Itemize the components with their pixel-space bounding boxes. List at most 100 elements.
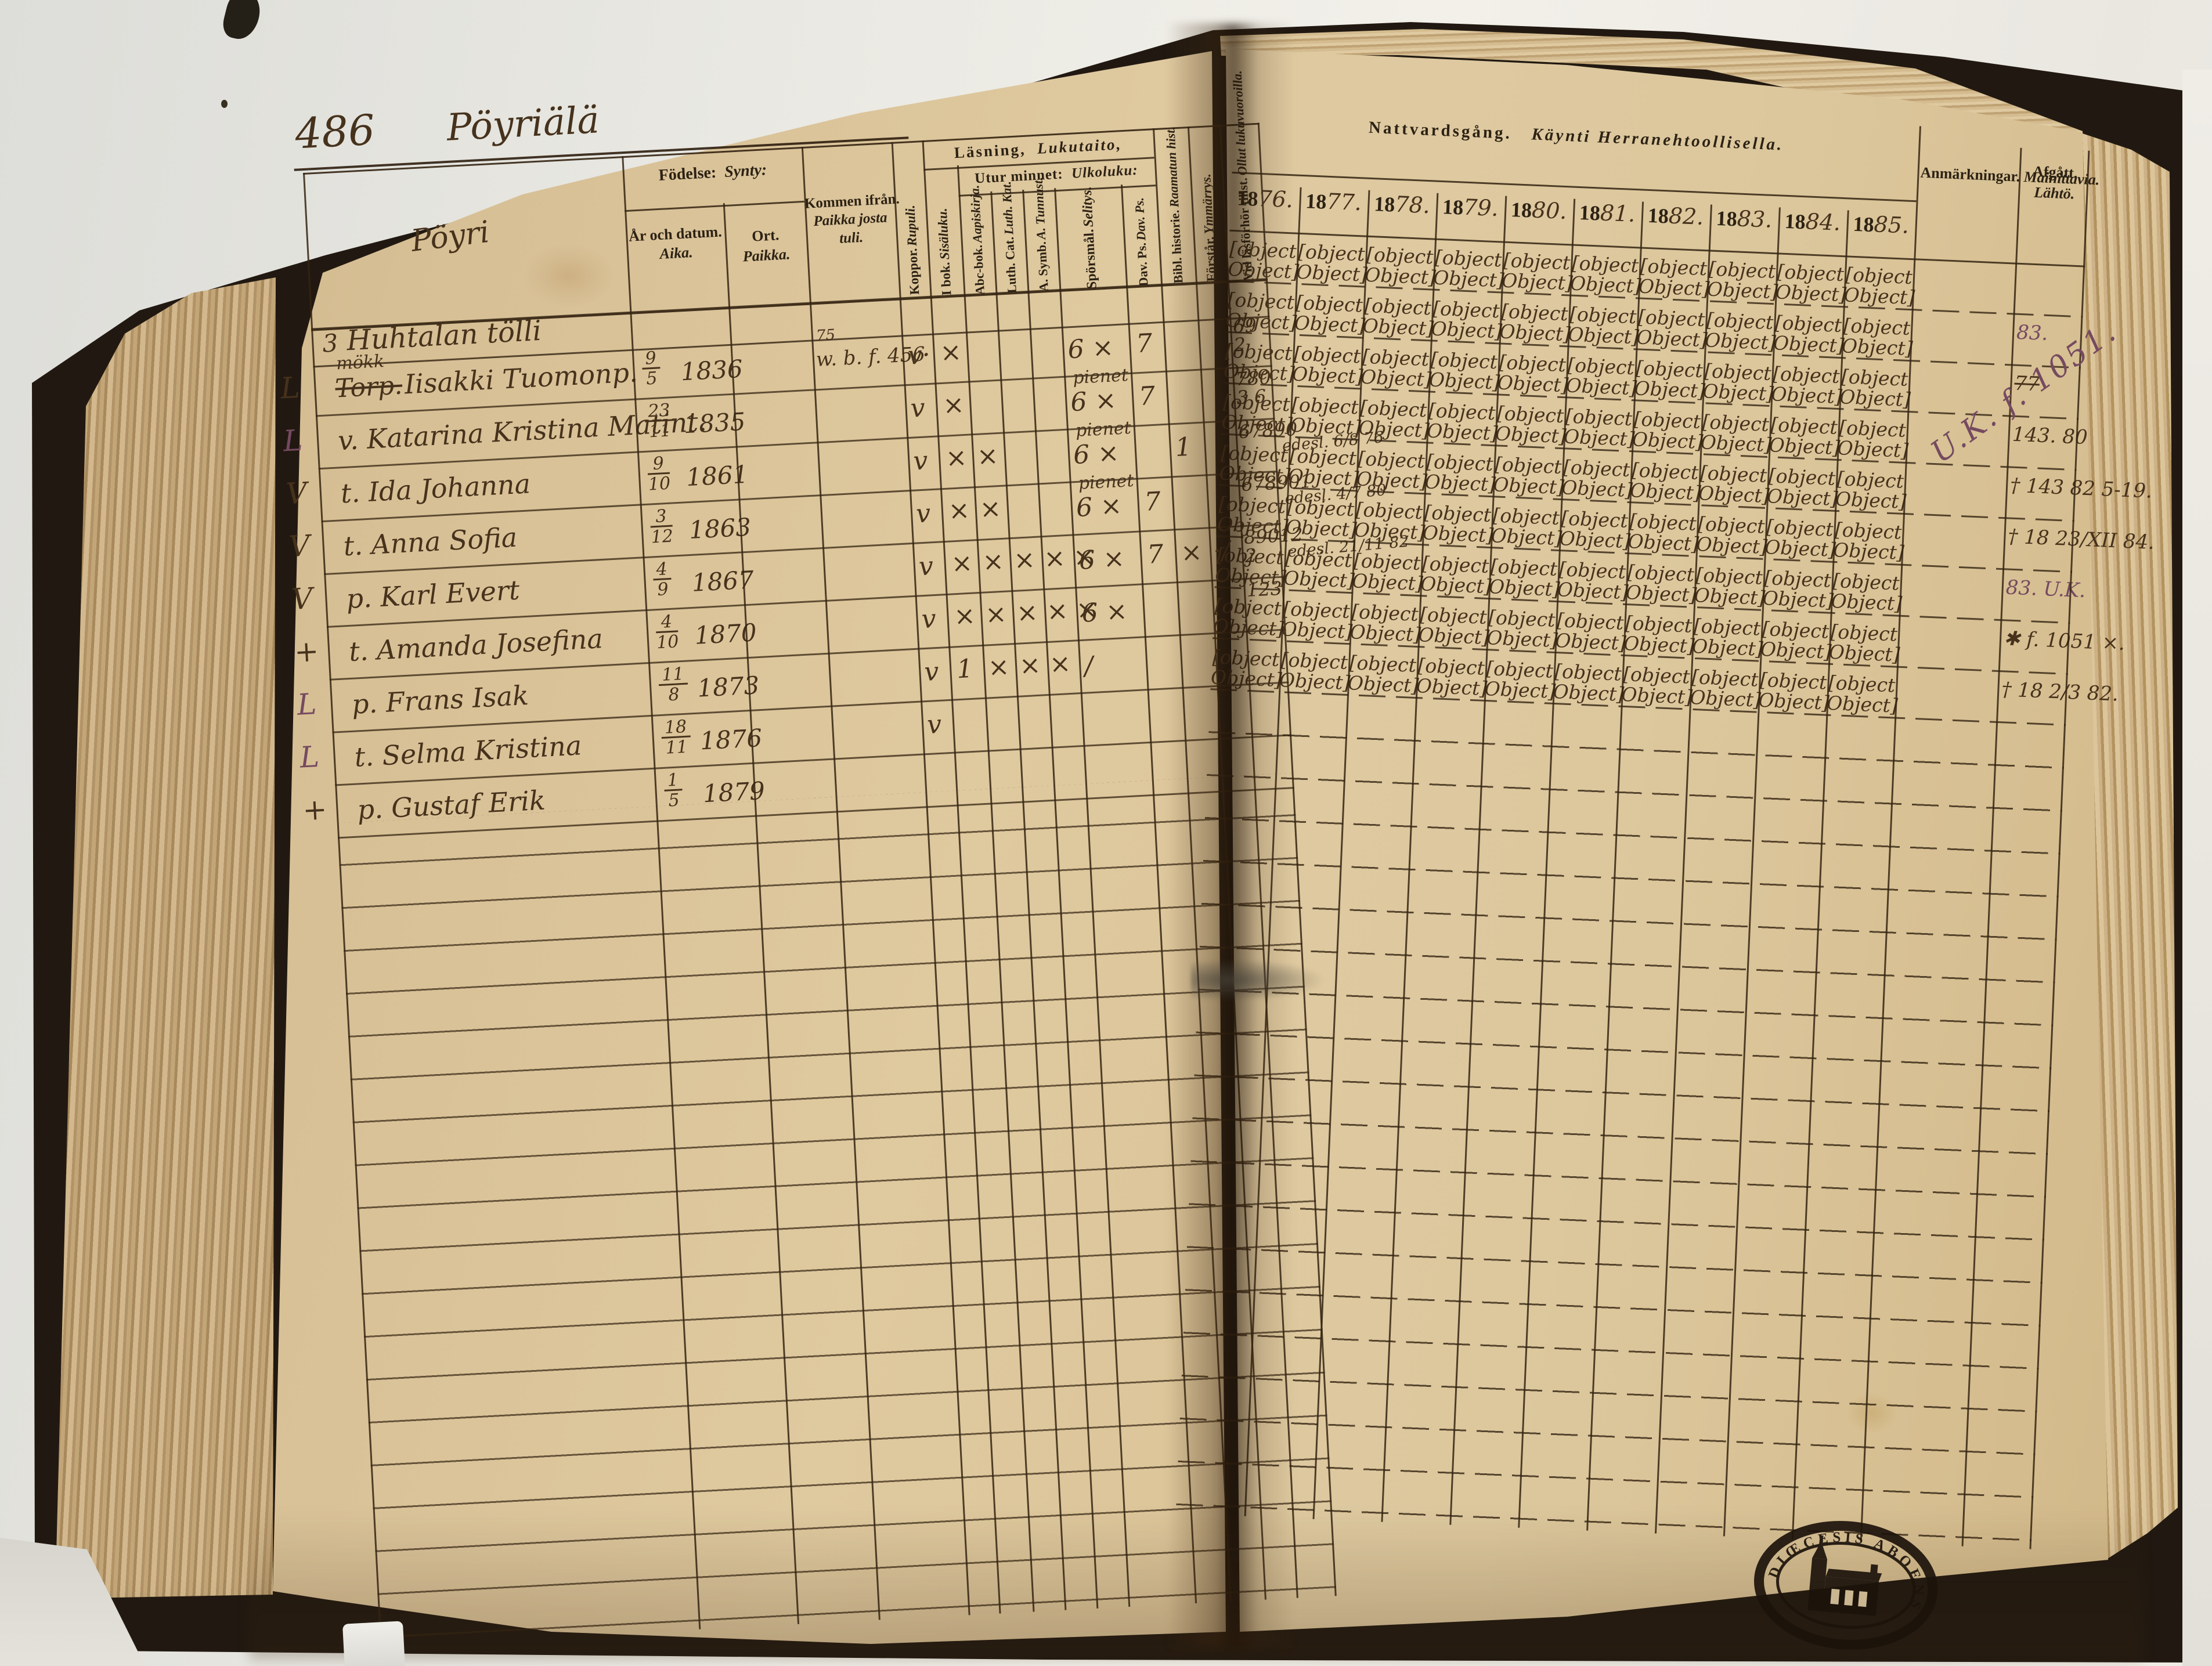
communion-mark: [object Object] [1830, 569, 1903, 615]
apostolic-symbol-header: A. Symb. A. Tunnust. [1030, 176, 1051, 292]
catechism-mark: × [1013, 544, 1036, 576]
communion-mark: [object Object] [1426, 399, 1499, 445]
empty-communion-rows [1175, 690, 2066, 1549]
communion-mark: [object Object] [1625, 561, 1698, 606]
communion-mark: [object Object] [1495, 402, 1567, 448]
communion-mark: [object Object] [1283, 546, 1355, 592]
questions-note: pienet [1072, 365, 1129, 389]
catechism-mark: × [1018, 650, 1042, 681]
communion-mark: [object Object] [1355, 447, 1428, 493]
smallpox-mark: v [912, 446, 929, 476]
in-book-mark: × [944, 442, 968, 474]
remark-value [1914, 321, 2013, 325]
questions-mark: 6 × [1072, 438, 1120, 471]
communion-mark: [object Object] [1828, 620, 1901, 666]
communion-mark: [object Object] [1843, 263, 1915, 309]
psalms-mark: 7 [1135, 328, 1153, 359]
communion-mark: [object Object] [1279, 648, 1351, 694]
communion-mark: [object Object] [1841, 314, 1914, 360]
remark-value [1912, 372, 2011, 376]
communion-mark: [object Object] [1760, 617, 1832, 663]
person-name: Iisakki Tuomonp. [403, 356, 638, 400]
communion-mark: [object Object] [1416, 654, 1488, 700]
communion-mark: [object Object] [1627, 509, 1699, 555]
archive-stamp: DIŒCESIS ABOENSIS [1744, 1508, 1947, 1666]
communion-mark: [object Object] [1287, 444, 1360, 490]
remark-value [1906, 525, 2004, 529]
questions-mark: / [1084, 651, 1094, 681]
davids-psalms-header: Dav. Ps. Dav. Ps. [1131, 197, 1151, 287]
margin-mark: V [285, 476, 308, 511]
communion-mark: [object Object] [1294, 291, 1366, 337]
communion-mark: [object Object] [1347, 651, 1420, 697]
communion-mark: [object Object] [1422, 501, 1495, 547]
communion-mark: [object Object] [1832, 518, 1905, 564]
communion-mark: [object Object] [1695, 512, 1768, 558]
communion-mark: [object Object] [1432, 245, 1505, 292]
communion-mark: [object Object] [1629, 458, 1702, 504]
communion-mark: [object Object] [1213, 594, 1285, 640]
communion-mark: [object Object] [1565, 353, 1638, 400]
communion-mark: [object Object] [1762, 566, 1834, 612]
communion-mark: [object Object] [1552, 659, 1625, 706]
empty-grid-rows [337, 773, 1337, 1646]
luther-catechism-header: Luth. Cat. Luth. Kat. [998, 180, 1019, 294]
communion-mark: [object Object] [1554, 609, 1627, 655]
communion-mark: [object Object] [1289, 393, 1362, 439]
abc-mark: × [981, 546, 1005, 577]
communion-mark: [object Object] [1689, 665, 1762, 711]
psalms-mark: 7 [1146, 539, 1164, 570]
remarks-header: Anmärkningar. Mainittavia. [1920, 164, 2100, 189]
questions-mark: 6 × [1081, 596, 1128, 628]
year-label: 1877. [1305, 188, 1362, 216]
person-name: p. Frans Isak [351, 679, 529, 720]
abc-book-header: Abc-bok. Aapiskirja. [967, 185, 988, 295]
communion-rows: [object Object] [object Object] [object Ob… [1210, 231, 2155, 726]
communion-mark: [object Object] [1563, 404, 1636, 450]
communion-mark: [object Object] [1488, 555, 1561, 601]
year-label: 1885. [1852, 211, 1910, 238]
questions-mark: 6 × [1070, 385, 1117, 418]
catechism-mark: × [1016, 597, 1039, 628]
bible-history-mark: × [1180, 537, 1203, 568]
year-label: 1884. [1784, 208, 1842, 236]
margin-mark: L [296, 687, 317, 722]
communion-mark: [object Object] [1839, 365, 1911, 411]
communion-mark: [object Object] [1702, 359, 1774, 405]
communion-mark: [object Object] [1227, 237, 1300, 283]
smallpox-mark: v [923, 656, 940, 688]
in-book-mark: × [939, 337, 962, 368]
birth-date: 11 8 [658, 664, 689, 705]
name-column-script: Pöyri [409, 214, 492, 259]
remark-value [1903, 576, 2002, 580]
margin-mark: L [282, 423, 304, 458]
communion-mark: [object Object] [1362, 294, 1435, 340]
communion-mark: [object Object] [1296, 240, 1368, 286]
year-label: 1878. [1373, 191, 1431, 219]
communion-mark: [object Object] [1621, 662, 1693, 709]
communion-mark: [object Object] [1773, 311, 1845, 357]
questions-mark: 6 × [1078, 543, 1125, 576]
remark-value [1901, 627, 2000, 631]
year-label: 1883. [1715, 205, 1773, 233]
communion-mark: [object Object] [1430, 297, 1503, 343]
communion-mark: [object Object] [1219, 441, 1291, 487]
wall-right-strip [2182, 70, 2212, 1666]
communion-mark: [object Object] [1417, 603, 1490, 649]
communion-mark: [object Object] [1567, 302, 1640, 349]
departed-header: Afgått. Lähtö. [2032, 162, 2079, 203]
communion-mark: [object Object] [1768, 413, 1841, 459]
psalms-mark: 7 [1138, 381, 1156, 412]
margin-mark: + [301, 792, 328, 827]
communion-mark: [object Object] [1428, 348, 1501, 394]
communion-mark: [object Object] [1770, 362, 1843, 408]
communion-mark: [object Object] [1499, 299, 1571, 346]
communion-mark: [object Object] [1210, 645, 1283, 691]
communion-mark: [object Object] [1214, 543, 1287, 590]
communion-mark: [object Object] [1706, 257, 1779, 303]
year-label: 1880. [1510, 197, 1568, 225]
page-number: 486 [294, 105, 376, 158]
